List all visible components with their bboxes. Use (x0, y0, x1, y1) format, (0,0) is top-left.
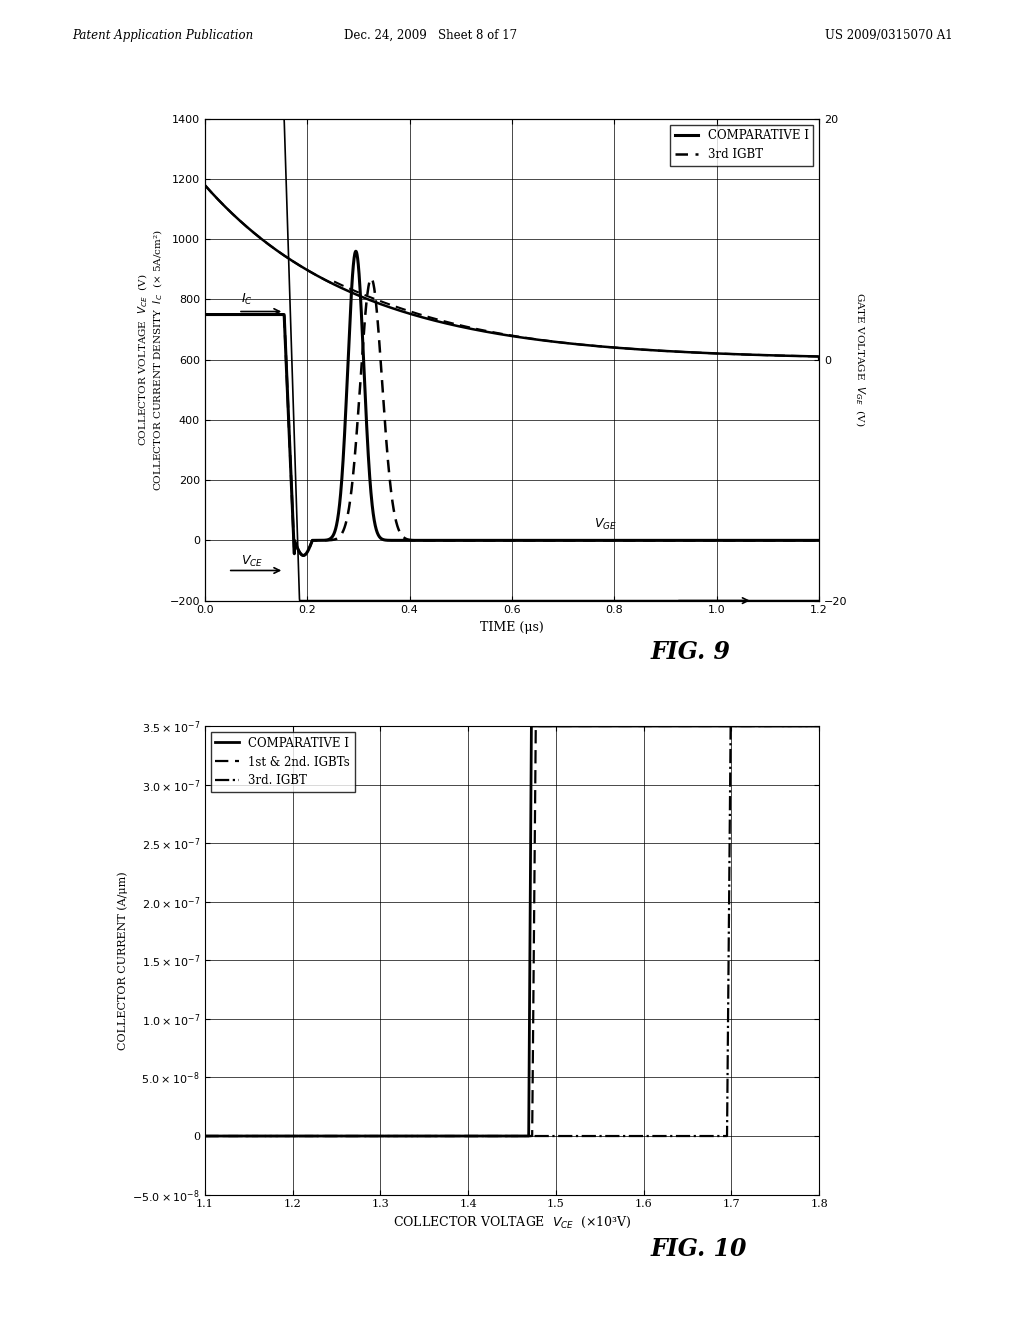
Text: FIG. 9: FIG. 9 (650, 640, 730, 664)
Text: $V_{CE}$: $V_{CE}$ (241, 553, 263, 569)
X-axis label: TIME (μs): TIME (μs) (480, 620, 544, 634)
Text: Dec. 24, 2009   Sheet 8 of 17: Dec. 24, 2009 Sheet 8 of 17 (343, 29, 517, 42)
Y-axis label: COLLECTOR VOLTAGE  $V_{CE}$  (V)
COLLECTOR CURRENT DENSITY  $I_C$  (× 5A/cm²): COLLECTOR VOLTAGE $V_{CE}$ (V) COLLECTOR… (136, 228, 165, 491)
Legend: COMPARATIVE I, 3rd IGBT: COMPARATIVE I, 3rd IGBT (670, 124, 813, 166)
Text: FIG. 10: FIG. 10 (650, 1237, 746, 1261)
Text: Patent Application Publication: Patent Application Publication (72, 29, 253, 42)
Text: $V_{GE}$: $V_{GE}$ (594, 517, 616, 532)
X-axis label: COLLECTOR VOLTAGE  $V_{CE}$  (×10³V): COLLECTOR VOLTAGE $V_{CE}$ (×10³V) (392, 1214, 632, 1230)
Legend: COMPARATIVE I, 1st & 2nd. IGBTs, 3rd. IGBT: COMPARATIVE I, 1st & 2nd. IGBTs, 3rd. IG… (211, 731, 355, 792)
Y-axis label: GATE VOLTAGE  $V_{GE}$  (V): GATE VOLTAGE $V_{GE}$ (V) (853, 293, 867, 426)
Y-axis label: COLLECTOR CURRENT (A/μm): COLLECTOR CURRENT (A/μm) (118, 871, 128, 1049)
Text: $I_C$: $I_C$ (241, 292, 252, 306)
Text: US 2009/0315070 A1: US 2009/0315070 A1 (824, 29, 952, 42)
